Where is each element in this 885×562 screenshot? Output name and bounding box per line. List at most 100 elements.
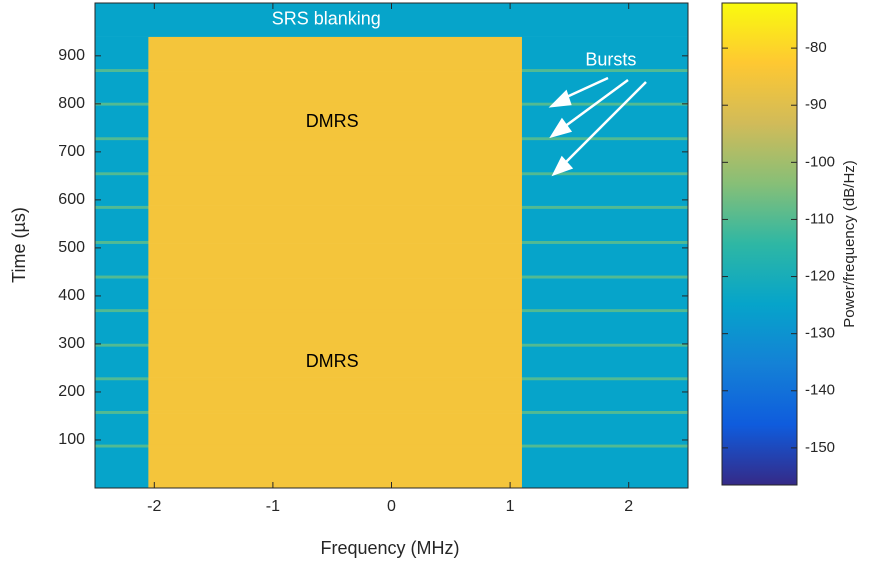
- cell: [521, 205, 689, 209]
- cell: [521, 139, 689, 173]
- cell: [521, 3, 689, 37]
- cell: [95, 410, 149, 414]
- cell: [95, 174, 149, 206]
- cell: [148, 174, 523, 206]
- cell: [148, 36, 523, 70]
- cell: [95, 379, 149, 411]
- cell: [148, 447, 523, 489]
- cell: [148, 379, 523, 411]
- y-tick-label: 800: [58, 95, 85, 112]
- cell: [521, 308, 689, 313]
- cell: [521, 343, 689, 347]
- y-tick-label: 200: [58, 383, 85, 400]
- cell: [148, 346, 523, 378]
- cell: [95, 275, 149, 279]
- cell: [148, 102, 523, 106]
- cell: [148, 410, 523, 414]
- cell: [95, 346, 149, 378]
- cell: [521, 413, 689, 445]
- cell: [148, 208, 523, 241]
- cell: [95, 343, 149, 347]
- cell: [95, 68, 149, 72]
- cell: [521, 447, 689, 489]
- y-tick-label: 300: [58, 335, 85, 352]
- cell: [148, 308, 523, 313]
- y-tick-label: 500: [58, 239, 85, 256]
- burst-arrows: [548, 76, 647, 177]
- annotation: Bursts: [585, 49, 636, 69]
- cell: [521, 278, 689, 310]
- arrow-head: [551, 155, 574, 177]
- cell: [521, 275, 689, 279]
- cell: [148, 3, 523, 37]
- cell: [95, 136, 149, 141]
- cell: [95, 447, 149, 489]
- arrow-head: [549, 117, 573, 139]
- colorbar: [721, 2, 798, 486]
- y-axis-label: Time (µs): [9, 207, 29, 283]
- cell: [95, 172, 149, 176]
- cell: [521, 172, 689, 176]
- heatmap: [95, 3, 689, 489]
- cell: [521, 243, 689, 276]
- x-tick-label: -1: [266, 498, 280, 515]
- colorbar-tick-label: -80: [805, 39, 827, 56]
- annotation: DMRS: [306, 111, 359, 131]
- cell: [95, 308, 149, 313]
- x-tick-label: 0: [387, 498, 396, 515]
- y-tick-label: 400: [58, 287, 85, 304]
- colorbar-tick-label: -120: [805, 268, 835, 285]
- y-tick-label: 900: [58, 47, 85, 64]
- cell: [95, 105, 149, 138]
- cell: [95, 205, 149, 209]
- cell: [521, 36, 689, 70]
- cell: [95, 377, 149, 381]
- colorbar-label: Power/frequency (dB/Hz): [841, 160, 858, 328]
- cell: [521, 444, 689, 448]
- annotation: DMRS: [306, 351, 359, 371]
- cell: [148, 278, 523, 310]
- cell: [95, 102, 149, 106]
- cell: [148, 105, 523, 138]
- cell: [95, 243, 149, 276]
- y-tick-label: 700: [58, 143, 85, 160]
- cell: [148, 172, 523, 176]
- cell: [521, 102, 689, 106]
- cell: [95, 36, 149, 70]
- cell: [95, 208, 149, 241]
- cell: [95, 240, 149, 244]
- cell: [521, 346, 689, 378]
- overlay: SRS blanking Bursts DMRS DMRS: [272, 9, 647, 371]
- cell: [148, 243, 523, 276]
- cell: [521, 68, 689, 72]
- y-tick-label: 600: [58, 191, 85, 208]
- cell: [95, 413, 149, 445]
- colorbar-tick-label: -150: [805, 439, 835, 456]
- x-axis-label: Frequency (MHz): [320, 538, 459, 558]
- y-tick-label: 100: [58, 431, 85, 448]
- cell: [95, 71, 149, 103]
- cell: [521, 136, 689, 141]
- cell: [521, 311, 689, 344]
- colorbar-tick-label: -100: [805, 153, 835, 170]
- cell: [521, 174, 689, 206]
- cell: [95, 444, 149, 448]
- colorbar-tick-label: -90: [805, 96, 827, 113]
- arrow-head: [548, 89, 572, 108]
- cell: [521, 240, 689, 244]
- x-tick-label: -2: [147, 498, 161, 515]
- arrow: [559, 78, 629, 132]
- cell: [148, 205, 523, 209]
- cell: [148, 343, 523, 347]
- cell: [148, 68, 523, 72]
- cell: [148, 413, 523, 445]
- colorbar-tick-label: -110: [805, 210, 834, 227]
- cell: [148, 240, 523, 244]
- cell: [95, 3, 149, 37]
- cell: [95, 139, 149, 173]
- cell: [148, 139, 523, 173]
- annotation: SRS blanking: [272, 9, 381, 29]
- cell: [148, 444, 523, 448]
- x-tick-label: 1: [506, 498, 515, 515]
